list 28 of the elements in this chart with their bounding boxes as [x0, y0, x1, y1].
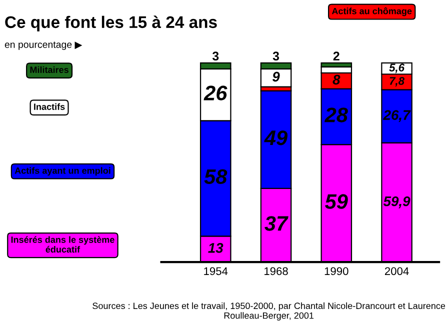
data-label: 8 — [332, 74, 340, 85]
data-label: 5,6 — [389, 64, 405, 74]
data-label: 13 — [208, 243, 224, 253]
data-label: 58 — [204, 169, 228, 184]
data-label: 3 — [212, 52, 219, 61]
x-tick-label: 2004 — [384, 267, 409, 276]
data-label: 28 — [324, 108, 348, 122]
data-label: 59,9 — [383, 196, 410, 208]
data-label: 3 — [272, 52, 280, 61]
x-tick-label: 1990 — [324, 267, 348, 276]
source-note: Sources : Les Jeunes et le travail, 1950-2000, par Chantal Nicole-Drancourt et Laurence Roulleau-Berger, 2001 — [92, 302, 446, 321]
data-label: 9 — [272, 72, 280, 82]
chart-title: Ce que font les 15 à 24 ans — [5, 16, 217, 32]
data-label: 37 — [264, 216, 288, 231]
text: Insérés dans le système éducatif — [11, 236, 114, 253]
text: Actifs ayant un emploi — [14, 167, 110, 176]
data-label: 59 — [325, 194, 348, 209]
text: en pourcentage ▶ — [4, 42, 82, 50]
text: Actifs au chômage — [332, 7, 412, 16]
data-label: 26 — [204, 86, 228, 100]
data-label: 2 — [333, 52, 340, 60]
x-tick-label: 1954 — [204, 267, 228, 276]
text: Inactifs — [34, 103, 65, 110]
data-label: 49 — [264, 130, 288, 146]
x-tick-label: 1968 — [264, 267, 288, 276]
data-label: 26,7 — [383, 110, 411, 122]
data-label: 7,8 — [390, 77, 404, 86]
text: Militaires — [30, 66, 68, 73]
